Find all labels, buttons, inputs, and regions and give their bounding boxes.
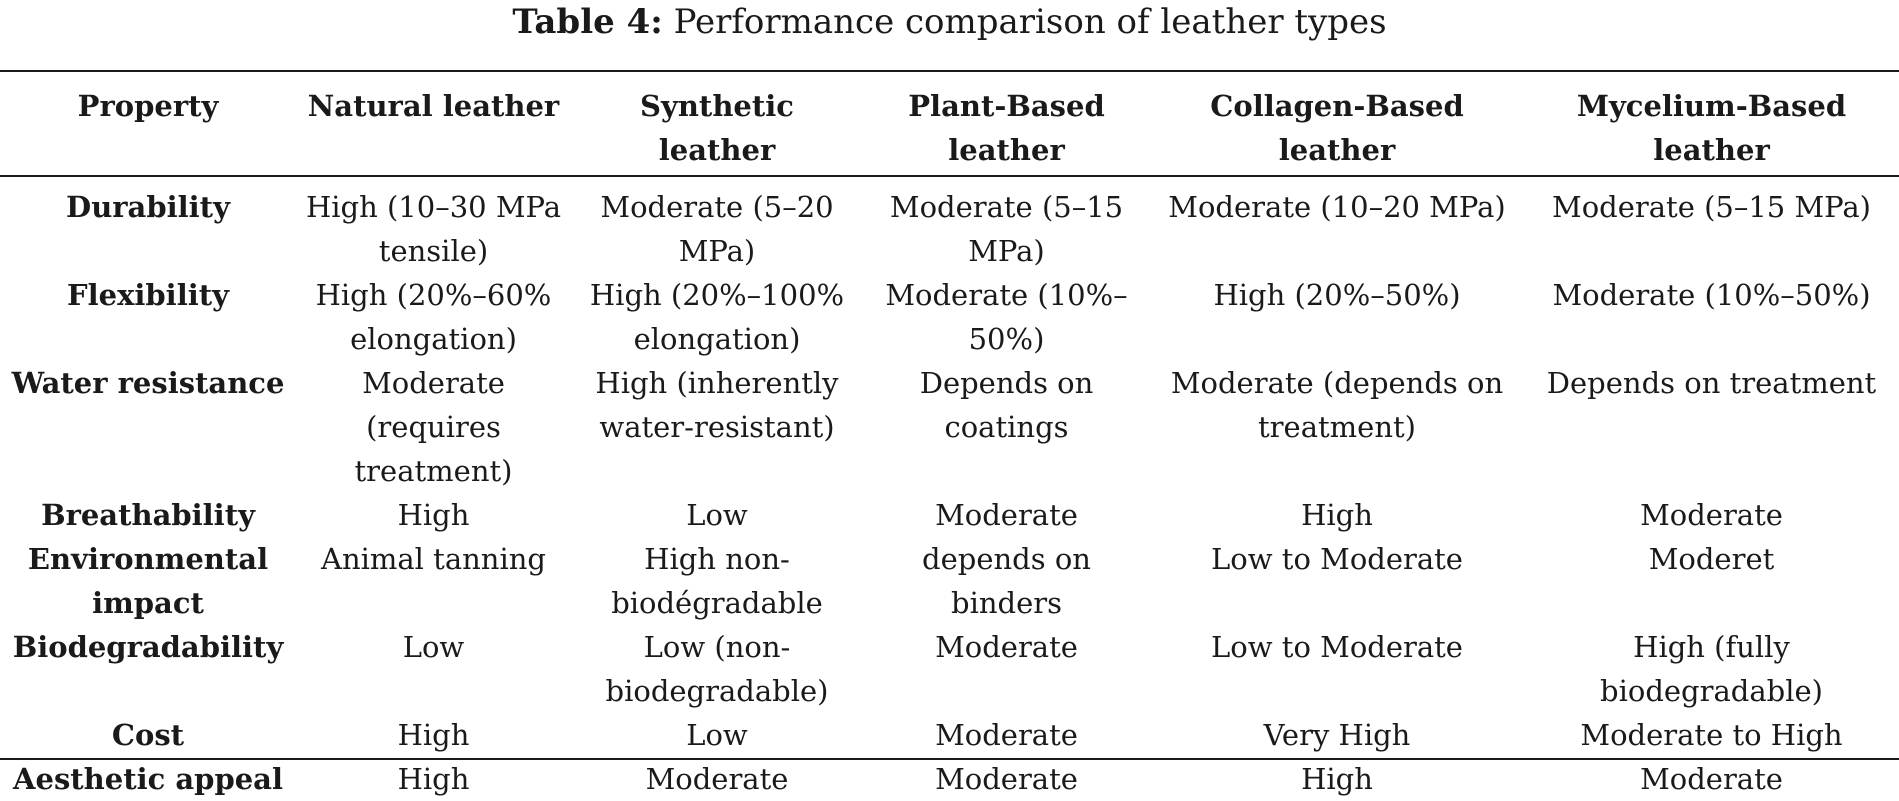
table-cell: Low to Moderate bbox=[1211, 630, 1463, 664]
table-cell: Moderet bbox=[1648, 542, 1775, 576]
header-collagen-based-leather: Collagen-Based leather bbox=[1210, 89, 1464, 167]
table-cell: Low to Moderate bbox=[1211, 542, 1463, 576]
table-row: Durability High (10–30 MPa tensile) Mode… bbox=[0, 175, 1899, 273]
table-cell: High (20%–100% elongation) bbox=[589, 278, 845, 356]
table-cell: High bbox=[1301, 498, 1373, 532]
table-cell: Low (non-biodegradable) bbox=[605, 630, 829, 708]
table-cell: High (inherently water-resistant) bbox=[595, 366, 839, 444]
row-property: Environmental impact bbox=[27, 542, 269, 620]
table-cell: Moderate bbox=[1640, 498, 1783, 532]
comparison-table: Property Natural leather Synthetic leath… bbox=[0, 72, 1899, 801]
table-cell: Moderate bbox=[1640, 762, 1783, 796]
row-property: Cost bbox=[111, 718, 185, 752]
table-cell: Low bbox=[402, 630, 465, 664]
table-cell: Depends on treatment bbox=[1546, 366, 1877, 400]
table-cell: High (20%–50%) bbox=[1213, 278, 1461, 312]
row-property: Durability bbox=[66, 190, 230, 224]
table-cell: Moderate (5–15 MPa) bbox=[889, 190, 1124, 268]
table-cell: High bbox=[397, 498, 470, 532]
table-cell: Low bbox=[686, 498, 748, 532]
table-cell: Moderate (5–15 MPa) bbox=[1552, 190, 1871, 224]
table-cell: High (10–30 MPa tensile) bbox=[305, 190, 562, 268]
bottom-rule bbox=[0, 758, 1899, 760]
table-cell: Moderate (10%–50%) bbox=[1552, 278, 1871, 312]
header-mycelium-based-leather: Mycelium-Based leather bbox=[1576, 89, 1847, 167]
table-cell: Moderate (depends on treatment) bbox=[1170, 366, 1504, 444]
row-property: Biodegradability bbox=[12, 630, 284, 664]
header-plant-based-leather: Plant-Based leather bbox=[908, 89, 1105, 167]
table-cell: Moderate bbox=[935, 630, 1078, 664]
table-cell: Moderate bbox=[935, 762, 1078, 796]
table-cell: Low bbox=[686, 718, 748, 752]
table-cell: Moderate (5–20 MPa) bbox=[600, 190, 834, 268]
header-rule bbox=[0, 175, 1899, 177]
table-row: Water resistance Moderate (requires trea… bbox=[0, 361, 1899, 493]
table-cell: Animal tanning bbox=[321, 542, 546, 576]
table-row: Biodegradability Low Low (non-biodegrada… bbox=[0, 625, 1899, 713]
table-cell: Moderate bbox=[935, 498, 1078, 532]
table-cell: High bbox=[1301, 762, 1373, 796]
table-cell: High (fully biodegradable) bbox=[1600, 630, 1823, 708]
table-cell: High (20%–60% elongation) bbox=[315, 278, 552, 356]
table-cell: Moderate (10%–50%) bbox=[885, 278, 1128, 356]
table-cell: Moderate to High bbox=[1580, 718, 1843, 752]
row-property: Aesthetic appeal bbox=[13, 762, 283, 796]
header-property: Property bbox=[77, 89, 219, 123]
row-property: Water resistance bbox=[11, 366, 285, 400]
table-cell: High bbox=[397, 718, 470, 752]
table-row: Environmental impact Animal tanning High… bbox=[0, 537, 1899, 625]
header-row: Property Natural leather Synthetic leath… bbox=[0, 72, 1899, 175]
header-synthetic-leather: Synthetic leather bbox=[640, 89, 794, 167]
table-cell: High bbox=[397, 762, 470, 796]
caption-text: Performance comparison of leather types bbox=[673, 2, 1387, 42]
header-natural-leather: Natural leather bbox=[307, 89, 560, 123]
top-rule bbox=[0, 70, 1899, 72]
table-row: Breathability High Low Moderate High Mod… bbox=[0, 493, 1899, 537]
table-cell: High non-biodégradable bbox=[611, 542, 823, 620]
row-property: Breathability bbox=[41, 498, 255, 532]
row-property: Flexibility bbox=[67, 278, 229, 312]
table-row: Cost High Low Moderate Very High Moderat… bbox=[0, 713, 1899, 757]
table-cell: Very High bbox=[1263, 718, 1411, 752]
table-caption: Table 4: Performance comparison of leath… bbox=[0, 0, 1899, 42]
table-cell: Depends on coatings bbox=[919, 366, 1094, 444]
table-row: Flexibility High (20%–60% elongation) Hi… bbox=[0, 273, 1899, 361]
table-cell: Moderate bbox=[645, 762, 789, 796]
table-cell: depends on binders bbox=[922, 542, 1091, 620]
table-row: Aesthetic appeal High Moderate Moderate … bbox=[0, 757, 1899, 801]
table-cell: Moderate (requires treatment) bbox=[354, 366, 513, 488]
table-cell: Moderate (10–20 MPa) bbox=[1168, 190, 1506, 224]
table-cell: Moderate bbox=[935, 718, 1078, 752]
caption-label: Table 4: bbox=[512, 2, 663, 42]
